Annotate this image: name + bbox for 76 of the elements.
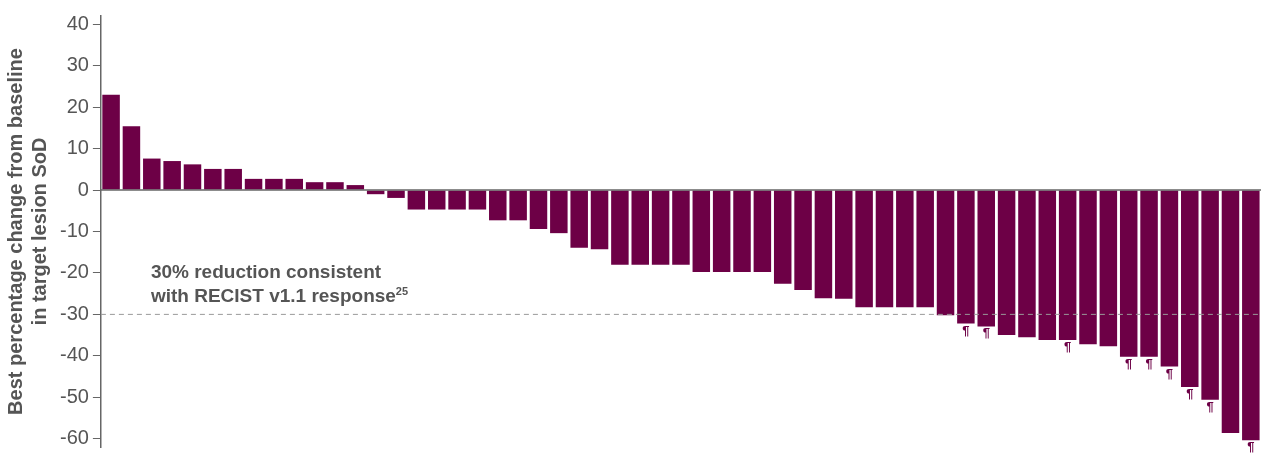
bar: [427, 190, 446, 210]
bar: [672, 190, 690, 265]
y-tick-label: -10: [60, 219, 89, 242]
bar: [468, 190, 487, 210]
y-tick-label: -20: [60, 260, 89, 283]
bar: [244, 178, 263, 190]
bar: [489, 190, 507, 221]
y-tick-label: -50: [60, 384, 89, 407]
bar: [509, 190, 527, 221]
bar: [692, 190, 711, 273]
bar: [570, 190, 588, 248]
bar: [712, 190, 731, 273]
bar: [163, 161, 181, 190]
data-label: ¶: [1247, 439, 1255, 455]
bar: [1058, 190, 1077, 341]
y-axis-title: Best percentage change from baseline in target lesion SoD: [3, 48, 50, 415]
bar: [1160, 190, 1179, 367]
bar: [285, 178, 304, 190]
bar: [1079, 190, 1097, 345]
bar: [997, 190, 1016, 336]
bar: [855, 190, 873, 308]
bar: [305, 182, 324, 190]
data-label: ¶: [1206, 398, 1214, 414]
bar: [835, 190, 853, 299]
bar: [183, 164, 202, 190]
bar: [407, 190, 426, 210]
bar: [143, 158, 161, 190]
bar: [773, 190, 792, 284]
y-tick-label: -60: [60, 426, 89, 449]
bar: [590, 190, 609, 250]
y-tick-label: 30: [66, 53, 89, 76]
data-label: ¶: [1125, 355, 1133, 371]
bar: [733, 190, 751, 273]
y-tick-label: 0: [77, 177, 89, 200]
bar: [1119, 190, 1138, 357]
bar: [204, 168, 222, 190]
bar: [1221, 190, 1240, 433]
bar: [1140, 190, 1158, 357]
y-tick-label: -30: [60, 301, 89, 324]
y-tick-label: 20: [66, 94, 89, 117]
bar: [977, 190, 995, 327]
y-tick-label: 10: [66, 136, 89, 159]
bar: [794, 190, 812, 290]
data-label: ¶: [1145, 355, 1153, 371]
bar: [265, 178, 283, 190]
data-label: ¶: [982, 325, 990, 341]
bar: [957, 190, 975, 324]
bar: [1242, 190, 1260, 441]
bar: [1201, 190, 1219, 400]
bar: [753, 190, 772, 273]
bar: [1018, 190, 1036, 338]
bar: [387, 190, 405, 198]
bar: [326, 182, 344, 190]
bar: [1181, 190, 1199, 387]
data-label: ¶: [1064, 339, 1072, 355]
bar: [651, 190, 670, 265]
data-label: ¶: [1186, 385, 1194, 401]
data-label: ¶: [1165, 365, 1174, 381]
bar: [875, 190, 894, 308]
bar: [224, 168, 242, 190]
bar: [448, 190, 466, 210]
bar: [1038, 190, 1057, 341]
bar: [529, 190, 548, 230]
y-tick-label: 40: [66, 11, 89, 34]
y-tick-label: -40: [60, 343, 89, 366]
bar: [916, 190, 934, 308]
bar: [896, 190, 914, 308]
bar: [631, 190, 649, 265]
bar: [550, 190, 568, 234]
bar: [611, 190, 629, 265]
bar: [1099, 190, 1118, 347]
bar: [814, 190, 833, 299]
bar: [122, 126, 141, 190]
bar: [936, 190, 955, 316]
data-label: ¶: [962, 322, 970, 338]
bar: [102, 94, 120, 190]
